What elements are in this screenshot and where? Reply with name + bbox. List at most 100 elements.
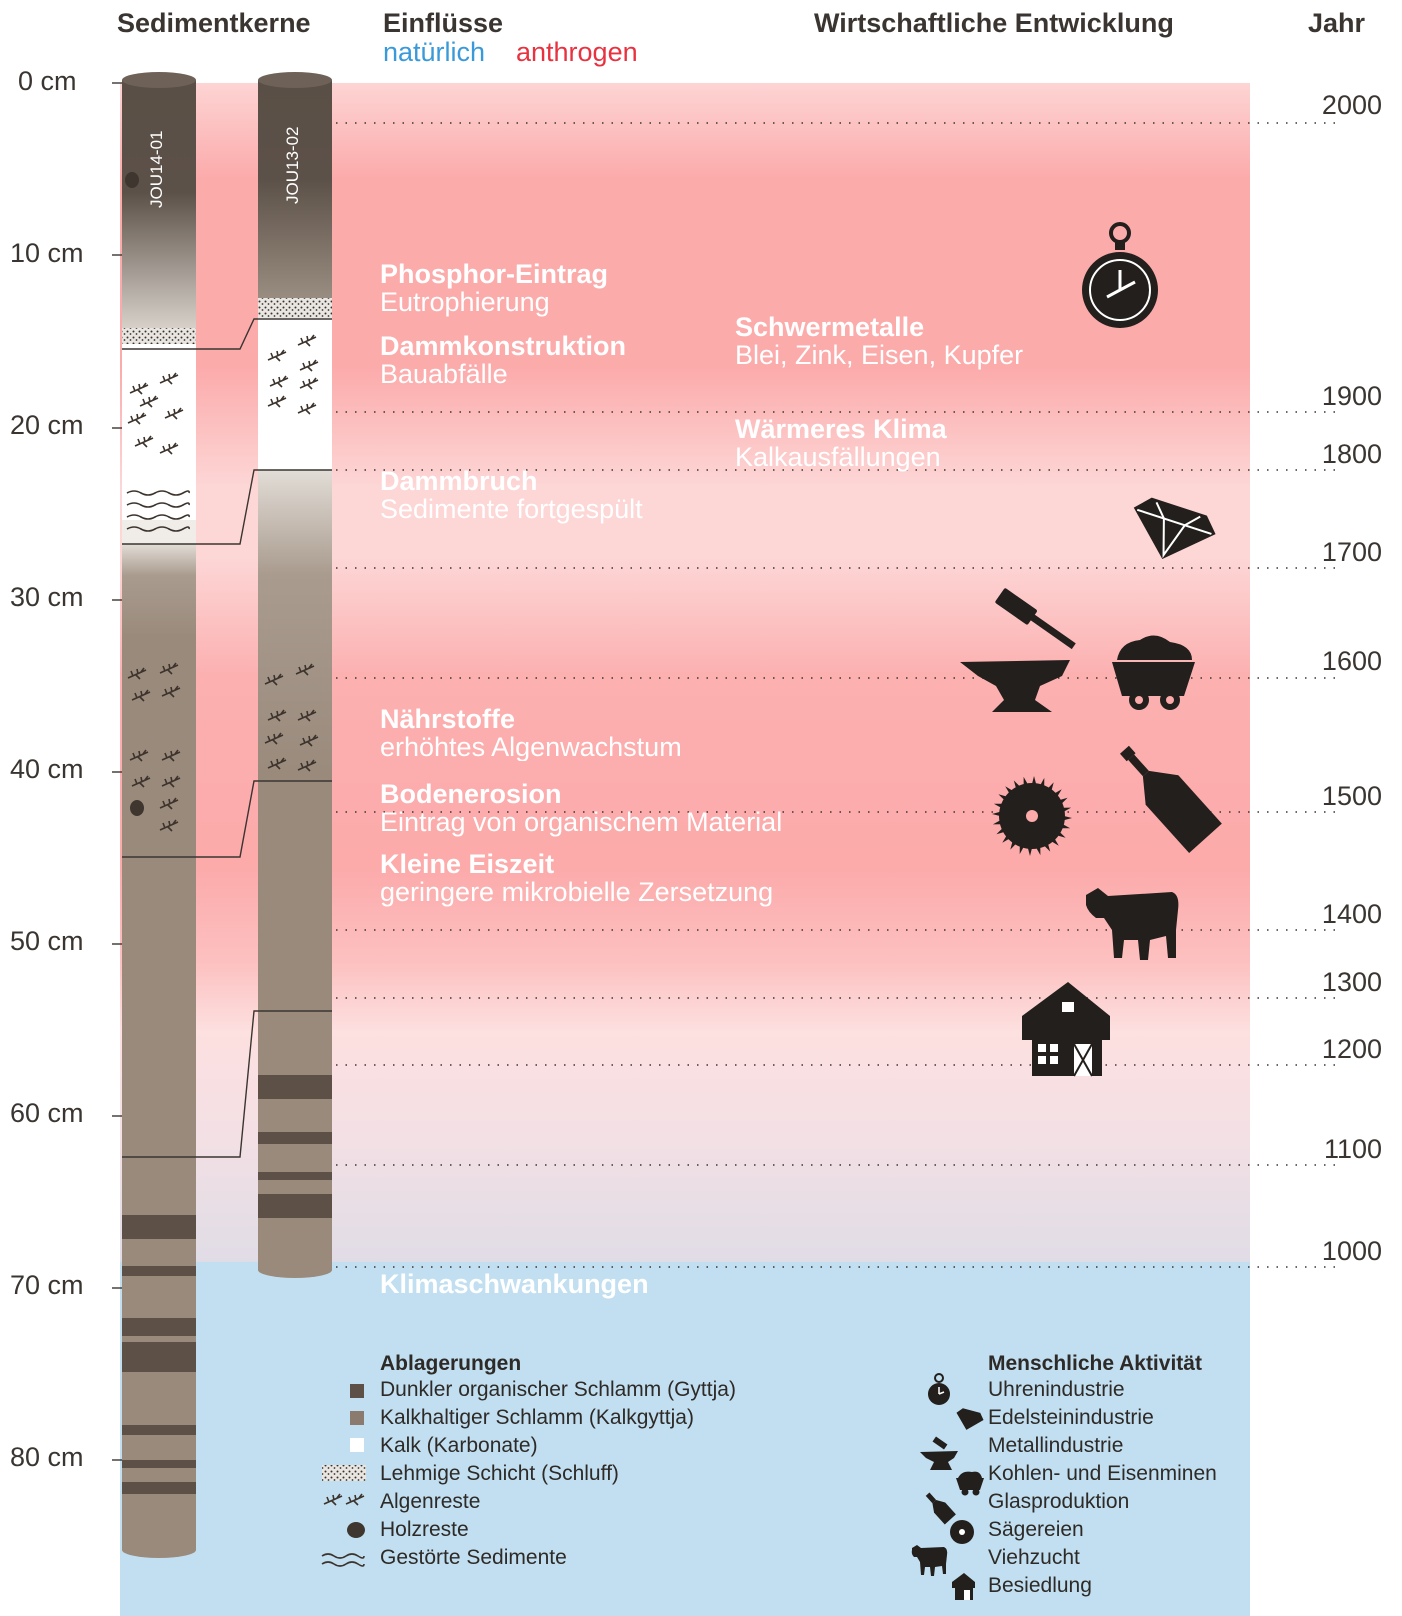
mine-cart-icon xyxy=(956,1471,984,1496)
saw-tooth xyxy=(993,803,1003,808)
saw-tooth xyxy=(1063,816,1072,821)
legend-item: Edelsteinindustrie xyxy=(988,1406,1154,1429)
event-subtitle: Sedimente fortgespült xyxy=(380,494,643,524)
saw-tooth xyxy=(1040,777,1045,787)
legend-item: Kalk (Karbonate) xyxy=(380,1434,538,1457)
cow-icon xyxy=(911,1545,948,1576)
saw-tooth xyxy=(1048,782,1054,791)
calc-mud-swatch xyxy=(350,1411,364,1425)
legend-item: Viehzucht xyxy=(988,1546,1080,1569)
core-jou14-01 xyxy=(122,72,196,1558)
event-phosphor: Phosphor-Eintrag Eutrophierung xyxy=(380,260,608,316)
legend-item: Besiedlung xyxy=(988,1574,1092,1597)
lime-swatch xyxy=(350,1438,364,1452)
anvil-hammer-icon xyxy=(960,588,1076,712)
event-title: Schwermetalle xyxy=(735,312,925,342)
saw-tooth xyxy=(1051,838,1059,846)
saw-tooth xyxy=(1019,845,1024,855)
wood-icon xyxy=(347,1522,365,1538)
event-subtitle: Eutrophierung xyxy=(380,287,550,317)
saw-tooth xyxy=(1010,841,1016,850)
legend-deposits-title: Ablagerungen xyxy=(380,1352,522,1375)
gem-icon xyxy=(956,1408,984,1430)
event-title: Klimaschwankungen xyxy=(380,1269,649,1299)
gem-icon xyxy=(1133,497,1216,559)
header-influences: Einflüsse xyxy=(383,8,504,38)
wave-icon xyxy=(321,1553,365,1567)
event-subtitle: Blei, Zink, Eisen, Kupfer xyxy=(735,340,1024,370)
saw-tooth xyxy=(1036,846,1041,856)
event-warmer-climate: Wärmeres Klima Kalkausfällungen xyxy=(735,415,947,471)
event-subtitle: geringere mikrobielle Zersetzung xyxy=(380,877,774,907)
legend-activity: Menschliche Aktivität Uhrenindustrie Ede… xyxy=(988,1352,1217,1600)
legend-item: Sägereien xyxy=(988,1518,1084,1541)
legend-item: Uhrenindustrie xyxy=(988,1378,1125,1401)
farmhouse-icon xyxy=(1022,982,1110,1077)
event-subtitle: erhöhtes Algenwachstum xyxy=(380,733,682,761)
year-label: 1300 xyxy=(1321,967,1382,997)
event-title: Dammbruch xyxy=(380,466,538,496)
natural-band xyxy=(120,1262,1250,1616)
legend-deposit-swatches xyxy=(321,1384,366,1567)
anvil-hammer-icon xyxy=(920,1436,958,1470)
cow-icon xyxy=(1086,888,1179,960)
event-little-ice-age: Kleine Eiszeit geringere mikrobielle Zer… xyxy=(380,850,773,906)
depth-label: 20 cm xyxy=(10,410,84,440)
header-natural: natürlich xyxy=(383,37,486,67)
mine-cart-icon xyxy=(1112,635,1195,710)
year-label: 1800 xyxy=(1321,439,1382,469)
legend-activity-icons xyxy=(911,1373,984,1600)
saw-blade-icon xyxy=(950,1520,974,1544)
year-label: 1900 xyxy=(1321,381,1382,411)
depth-label: 70 cm xyxy=(10,1270,84,1300)
event-title: Dammkonstruktion xyxy=(380,331,627,361)
pocket-watch-icon xyxy=(1082,222,1158,328)
legend-deposits: Ablagerungen Dunkler organischer Schlamm… xyxy=(380,1352,736,1572)
year-label: 1000 xyxy=(1321,1236,1382,1266)
year-label: 1700 xyxy=(1321,537,1382,567)
saw-tooth xyxy=(996,828,1005,835)
depth-label: 60 cm xyxy=(10,1098,84,1128)
event-title: Wärmeres Klima xyxy=(735,414,947,444)
saw-tooth xyxy=(1061,824,1071,829)
header-cores: Sedimentkerne xyxy=(117,8,311,38)
legend-item: Gestörte Sedimente xyxy=(380,1546,567,1569)
legend-item: Lehmige Schicht (Schluff) xyxy=(380,1462,619,1485)
event-subtitle: Eintrag von organischem Material xyxy=(380,807,783,837)
legend-item: Kohlen- und Eisenminen xyxy=(988,1462,1217,1485)
legend-item: Metallindustrie xyxy=(988,1434,1124,1457)
silt-pattern xyxy=(322,1465,366,1481)
saw-tooth xyxy=(992,811,1001,816)
event-subtitle: Bauabfälle xyxy=(380,359,508,389)
algae-icon xyxy=(323,1493,365,1506)
saw-tooth xyxy=(992,820,1002,825)
year-label: 1600 xyxy=(1321,646,1382,676)
event-title: Kleine Eiszeit xyxy=(380,849,555,879)
depth-label: 40 cm xyxy=(10,754,84,784)
depth-label: 80 cm xyxy=(10,1442,84,1472)
saw-tooth xyxy=(1002,835,1010,843)
saw-tooth xyxy=(1059,797,1068,804)
saw-tooth xyxy=(1005,786,1013,794)
core-jou13-02 xyxy=(258,72,332,1278)
event-nutrients: Nährstoffe erhöhtes Algenwachstum xyxy=(380,705,720,761)
event-title: Nährstoffe xyxy=(380,704,516,734)
year-label: 1100 xyxy=(1323,1134,1382,1164)
event-subtitle: Kalkausfällungen xyxy=(735,442,941,472)
saw-tooth xyxy=(1013,780,1020,789)
header-economy: Wirtschaftliche Entwicklung xyxy=(814,8,1174,38)
legend-item: Dunkler organischer Schlamm (Gyttja) xyxy=(380,1378,736,1401)
header-anthropogenic: anthrogen xyxy=(516,37,638,67)
saw-tooth xyxy=(1027,847,1032,856)
saw-tooth xyxy=(1057,832,1066,838)
bottle-icon xyxy=(925,1492,956,1525)
event-heavy-metals: Schwermetalle Blei, Zink, Eisen, Kupfer xyxy=(735,313,1023,369)
event-title: Phosphor-Eintrag xyxy=(380,259,608,289)
year-label: 1500 xyxy=(1321,781,1382,811)
legend-activity-title: Menschliche Aktivität xyxy=(988,1352,1202,1375)
saw-tooth xyxy=(998,794,1007,800)
pocket-watch-icon xyxy=(928,1373,950,1405)
event-climate-fluctuations: Klimaschwankungen xyxy=(380,1270,649,1298)
year-label: 1200 xyxy=(1321,1034,1382,1064)
